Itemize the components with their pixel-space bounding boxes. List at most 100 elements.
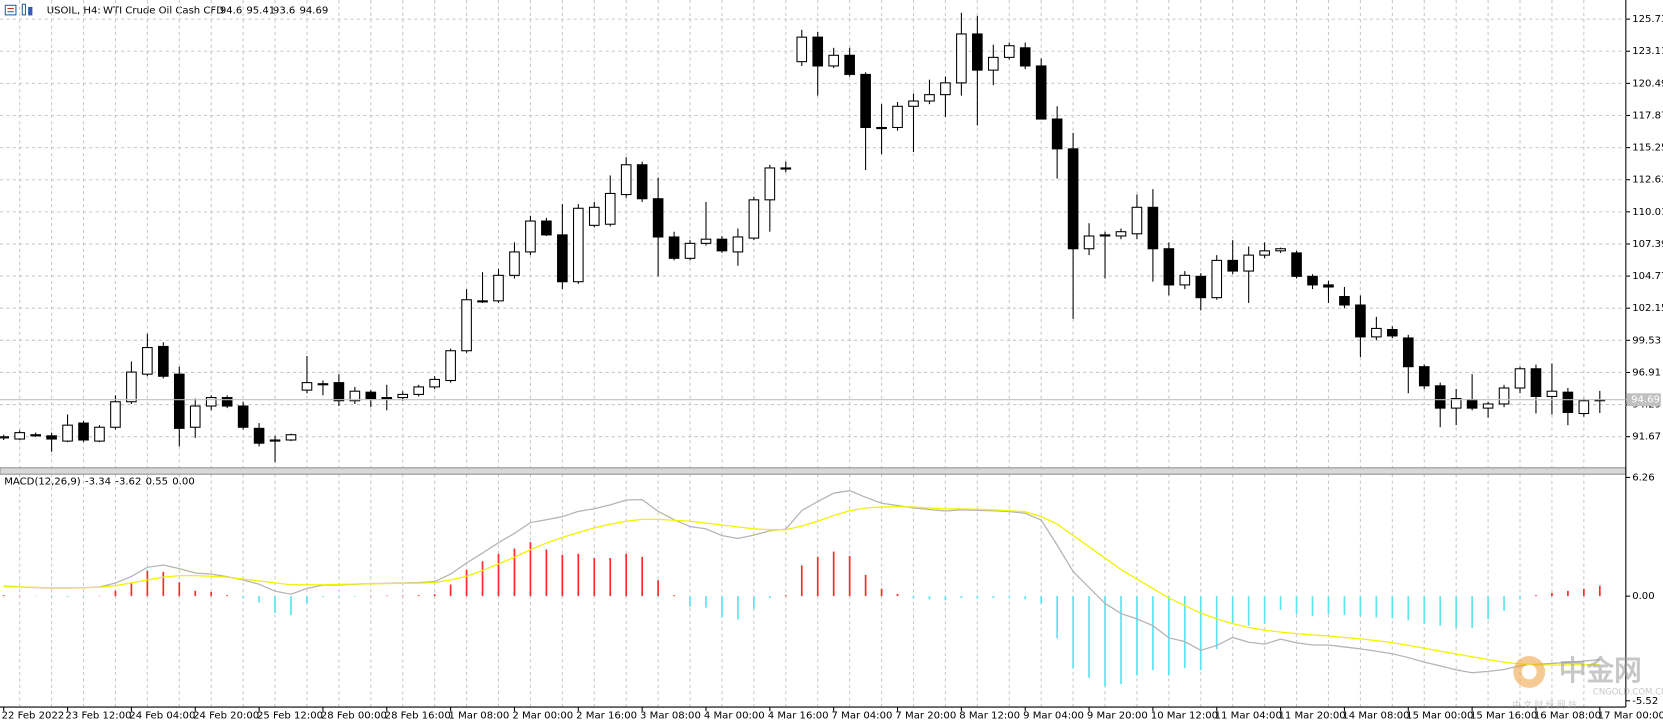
x-tick-label: 9 Mar 04:00 [1023, 711, 1084, 722]
x-tick-label: 1 Mar 08:00 [449, 711, 510, 722]
candle-body [716, 238, 728, 252]
candle-body [317, 383, 329, 386]
candle-body [1307, 275, 1318, 286]
candle-body [1578, 400, 1590, 415]
candle-body [652, 198, 664, 238]
candle-body [828, 54, 839, 67]
candle-body [1402, 337, 1414, 368]
panel-separator [0, 467, 1627, 475]
header-low: 93.6 [273, 6, 295, 17]
candle-body [1227, 259, 1239, 272]
x-tick-label: 11 Mar 04:00 [1215, 711, 1282, 722]
candle-body [1466, 399, 1478, 409]
x-tick-label: 24 Feb 04:00 [129, 711, 195, 722]
candle-body [461, 299, 472, 352]
candle-body [46, 435, 57, 440]
candle-body [1323, 284, 1334, 288]
x-tick-label: 4 Mar 16:00 [768, 711, 829, 722]
candle-body [588, 206, 600, 226]
candle-body [780, 167, 792, 170]
y-tick-label: 117.87 [1632, 110, 1663, 121]
candle-body [573, 207, 584, 283]
candle-body [1259, 250, 1270, 256]
candle-body [892, 105, 903, 129]
indicator-header: MACD(12,26,9) -3.34 -3.62 0.55 0.00 [4, 477, 194, 488]
x-tick-label: 4 Mar 00:00 [704, 711, 765, 722]
x-tick-label: 2 Mar 16:00 [576, 711, 637, 722]
candle-body [189, 405, 201, 428]
candle-body [764, 167, 776, 201]
x-tick-label: 9 Mar 20:00 [1087, 711, 1148, 722]
candle-body [1211, 259, 1223, 299]
candle-body [1291, 252, 1302, 277]
indicator-line [3, 490, 1600, 674]
y-tick-label: 0.00 [1632, 591, 1654, 602]
watermark: 中金网 CNGOLD.COM.CN 中 文 财 经 网 站 [1512, 654, 1663, 710]
candle-body [908, 100, 919, 107]
candle-body [365, 391, 377, 400]
y-tick-label: 123.11 [1632, 46, 1663, 57]
candle-body [636, 164, 648, 200]
header-close: 94.69 [299, 6, 328, 17]
candle-body [748, 199, 760, 239]
candle-body [221, 397, 233, 407]
candle-body [525, 220, 536, 253]
candle-body [477, 300, 488, 303]
x-tick-label: 17 Mar 00:00 [1598, 711, 1663, 722]
candle-body [700, 238, 712, 244]
candle-body [1387, 329, 1398, 337]
candle-body [301, 382, 313, 391]
candle-body [1099, 234, 1111, 237]
candle-body [1530, 368, 1542, 398]
candle-body [987, 56, 999, 71]
y-tick-label: 120.49 [1632, 78, 1663, 89]
x-tick-label: 28 Feb 16:00 [385, 711, 451, 722]
y-tick-label: 115.25 [1632, 143, 1663, 154]
candle-body [1339, 296, 1350, 306]
watermark-name: 中金网 [1559, 654, 1642, 687]
candle-body [269, 439, 281, 442]
indicator-header-part: 0.55 [146, 477, 168, 488]
candle-body [445, 350, 456, 382]
last-price-box [1626, 393, 1661, 407]
candle-body [1498, 387, 1510, 405]
candle-body [1546, 390, 1558, 398]
candle-body [1019, 47, 1031, 67]
header-open: 94.6 [220, 6, 242, 17]
candle-body [381, 397, 393, 400]
candle-body [126, 371, 137, 403]
x-tick-label: 2 Mar 00:00 [512, 711, 573, 722]
candle-body [876, 126, 887, 130]
candle-body [285, 434, 297, 441]
candle-body [509, 251, 520, 276]
candle-body [684, 242, 696, 259]
y-tick-label: 96.91 [1632, 367, 1661, 378]
candle-body [205, 397, 217, 407]
x-tick-label: 22 Feb 2022 [2, 711, 65, 722]
candle-body [1195, 275, 1207, 299]
candle-body [253, 427, 265, 444]
candle-body [142, 347, 153, 375]
y-tick-label: 102.15 [1632, 303, 1663, 314]
candle-body [557, 234, 568, 283]
y-tick-label: -5.52 [1632, 696, 1658, 707]
candle-body [1562, 391, 1574, 413]
candle-body [173, 373, 185, 429]
indicator-header-part: -3.34 [85, 477, 111, 488]
y-tick-label: 6.26 [1632, 472, 1654, 483]
candle-body [940, 82, 951, 96]
symbol: USOIL, H4: [47, 6, 101, 17]
y-tick-label: 112.63 [1632, 175, 1663, 186]
header-high: 95.41 [246, 6, 275, 17]
indicator-line [3, 505, 1600, 666]
candle-body [1514, 368, 1526, 389]
candle-body [78, 422, 89, 441]
x-tick-label: 10 Mar 12:00 [1151, 711, 1218, 722]
candle-body [796, 36, 808, 63]
candle-body [1355, 304, 1366, 338]
candle-body [1147, 206, 1159, 250]
candle-body [1003, 45, 1015, 58]
